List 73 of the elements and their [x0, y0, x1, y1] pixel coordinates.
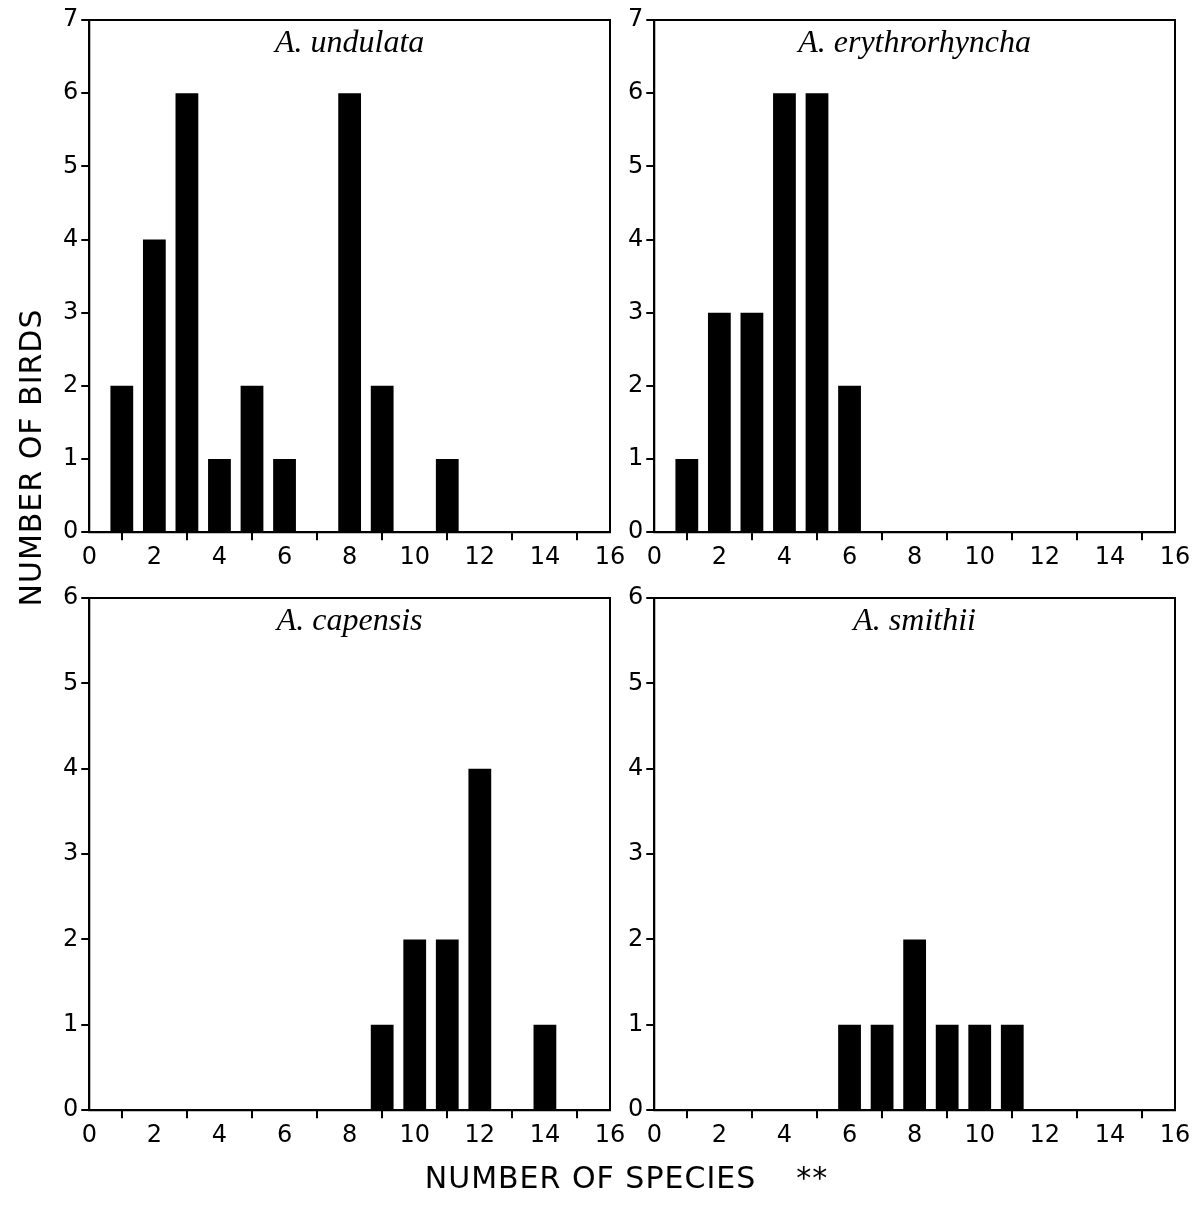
y-tick-label: 4 [627, 223, 644, 252]
x-tick-label: 6 [841, 541, 858, 570]
y-tick-label: 1 [627, 443, 644, 472]
x-tick-label: 2 [711, 1119, 727, 1148]
x-tick-label: 6 [276, 541, 293, 570]
y-tick-label: 1 [62, 443, 79, 472]
y-tick-label: 2 [62, 370, 79, 399]
x-tick-label: 2 [146, 541, 162, 570]
x-tick-label: 14 [1094, 1119, 1126, 1148]
x-tick-label: 12 [1029, 1119, 1061, 1148]
x-tick-label: 6 [841, 1119, 858, 1148]
y-tick-label: 4 [627, 752, 644, 781]
chart-title: A. smithii [851, 601, 976, 638]
x-tick-label: 2 [146, 1119, 162, 1148]
x-tick-label: 12 [464, 1119, 496, 1148]
x-tick-label: 6 [276, 1119, 293, 1148]
chart-title: A. undulata [272, 23, 425, 60]
y-tick-label: 6 [627, 77, 644, 106]
x-tick-label: 0 [646, 541, 662, 570]
y-tick-label: 0 [627, 516, 644, 545]
y-tick-label: 7 [62, 4, 79, 33]
x-tick-label: 0 [81, 1119, 97, 1148]
x-tick-label: 14 [529, 1119, 561, 1148]
y-tick-label: 2 [627, 370, 644, 399]
x-tick-label: 8 [906, 541, 923, 570]
chart-title: A. erythrorhyncha [796, 23, 1032, 60]
y-tick-label: 7 [627, 4, 644, 33]
y-tick-label: 3 [627, 838, 644, 867]
x-tick-label: 8 [341, 541, 358, 570]
x-tick-label: 8 [341, 1119, 358, 1148]
x-tick-label: 12 [464, 541, 496, 570]
x-tick-label: 0 [646, 1119, 662, 1148]
x-tick-label: 16 [594, 541, 626, 570]
y-tick-label: 6 [62, 582, 79, 611]
y-tick-label: 4 [62, 752, 79, 781]
x-tick-label: 14 [529, 541, 561, 570]
y-tick-label: 6 [627, 582, 644, 611]
x-tick-label: 8 [906, 1119, 923, 1148]
x-tick-label: 16 [594, 1119, 626, 1148]
x-tick-label: 12 [1029, 541, 1061, 570]
x-tick-label: 4 [211, 1119, 228, 1148]
y-tick-label: 2 [627, 923, 644, 952]
x-tick-label: 4 [776, 1119, 793, 1148]
x-axis-title: NUMBER OF SPECIES [424, 1160, 757, 1195]
y-tick-label: 3 [627, 296, 644, 325]
y-tick-label: 0 [627, 1094, 644, 1123]
y-tick-label: 5 [62, 667, 79, 696]
x-tick-label: 16 [1159, 1119, 1191, 1148]
x-tick-label: 10 [399, 1119, 430, 1148]
y-tick-label: 0 [62, 516, 79, 545]
y-tick-label: 1 [62, 1009, 79, 1038]
y-tick-label: 3 [62, 838, 79, 867]
y-tick-label: 2 [62, 923, 79, 952]
text: ** [796, 1160, 829, 1195]
y-tick-label: 0 [62, 1094, 79, 1123]
y-tick-label: 5 [627, 150, 644, 179]
y-tick-label: 6 [62, 77, 79, 106]
y-tick-label: 1 [627, 1009, 644, 1038]
x-tick-label: 0 [81, 541, 97, 570]
y-tick-label: 4 [62, 223, 79, 252]
x-tick-label: 2 [711, 541, 727, 570]
x-tick-label: 4 [211, 541, 228, 570]
y-tick-label: 5 [627, 667, 644, 696]
y-tick-label: 5 [62, 150, 79, 179]
y-axis-title: NUMBER OF BIRDS [12, 307, 48, 609]
chart-title: A. capensis [274, 601, 423, 638]
x-tick-label: 10 [964, 1119, 995, 1148]
x-tick-label: 4 [776, 541, 793, 570]
x-tick-label: 16 [1159, 541, 1191, 570]
x-tick-label: 10 [964, 541, 995, 570]
y-tick-label: 3 [62, 296, 79, 325]
x-tick-label: 14 [1094, 541, 1126, 570]
x-tick-label: 10 [399, 541, 430, 570]
